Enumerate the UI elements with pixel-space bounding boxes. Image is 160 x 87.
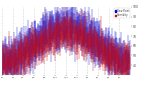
Legend: Dew Point, Humidity: Dew Point, Humidity	[114, 8, 130, 18]
